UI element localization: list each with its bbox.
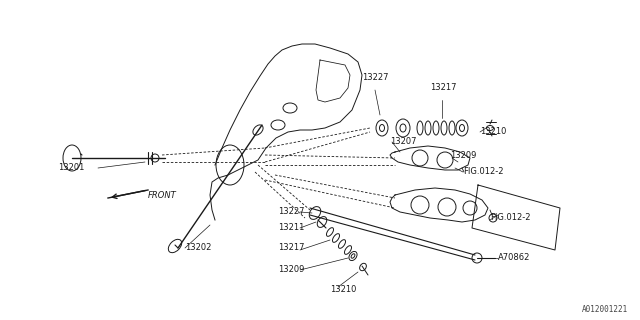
Text: 13209: 13209	[450, 150, 476, 159]
Text: FIG.012-2: FIG.012-2	[490, 213, 531, 222]
Text: 13227: 13227	[278, 207, 305, 217]
Text: A012001221: A012001221	[582, 305, 628, 314]
Text: 13209: 13209	[278, 266, 305, 275]
Text: 13210: 13210	[480, 127, 506, 137]
Text: A70862: A70862	[498, 253, 531, 262]
Text: 13207: 13207	[390, 138, 417, 147]
Text: FRONT: FRONT	[148, 190, 177, 199]
Text: 13202: 13202	[185, 244, 211, 252]
Text: 13201: 13201	[58, 164, 84, 172]
Text: 13211: 13211	[278, 223, 305, 233]
Text: FIG.012-2: FIG.012-2	[463, 167, 504, 177]
Text: 13217: 13217	[430, 84, 456, 92]
Text: 13210: 13210	[330, 285, 356, 294]
Text: 13217: 13217	[278, 244, 305, 252]
Text: 13227: 13227	[362, 73, 388, 82]
